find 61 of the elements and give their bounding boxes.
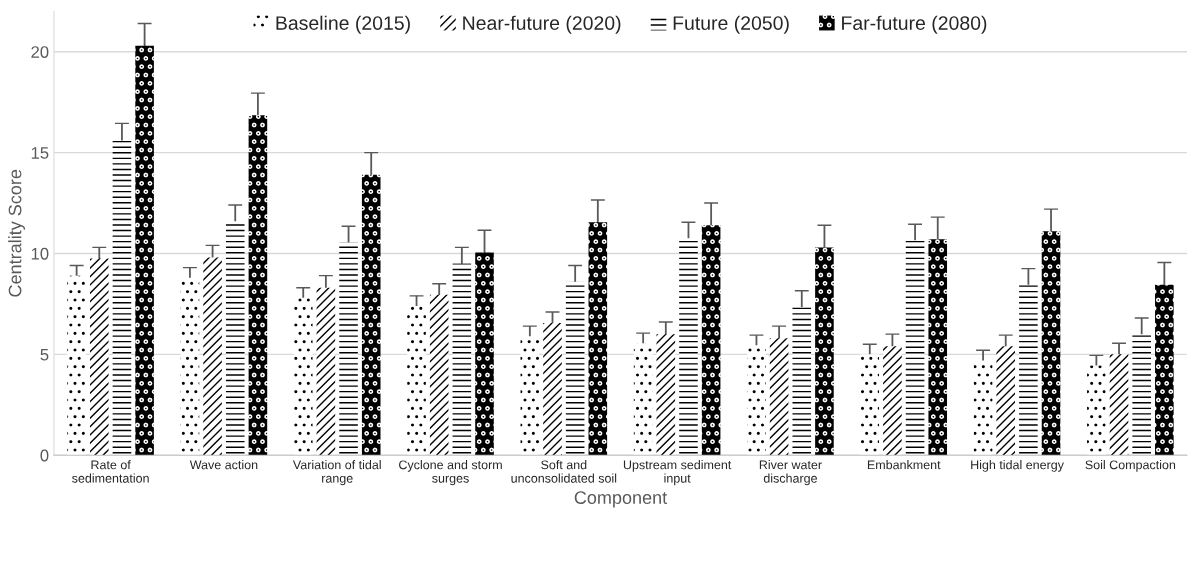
bar xyxy=(1109,354,1129,456)
x-tick-label: River water discharge xyxy=(759,460,822,486)
bar xyxy=(747,345,766,456)
bar xyxy=(769,338,789,456)
bar xyxy=(89,258,109,456)
x-axis-title: Component xyxy=(574,491,668,508)
bar xyxy=(520,336,540,456)
bar xyxy=(905,240,925,456)
x-tick-label: Embankment xyxy=(867,460,941,470)
legend-label: Future (2050) xyxy=(673,15,789,34)
bar xyxy=(67,275,86,456)
bar xyxy=(1132,334,1151,456)
bar xyxy=(225,221,245,456)
y-tick-label: 5 xyxy=(40,348,49,361)
x-tick-label: Soil Compaction xyxy=(1085,460,1176,472)
bar xyxy=(1155,284,1174,456)
x-tick-label: Wave action xyxy=(189,460,258,470)
bar xyxy=(996,346,1016,456)
bar xyxy=(339,242,358,456)
x-tick-label: Soft and unconsolidated soil xyxy=(511,460,617,483)
x-tick-label: Rate of sedimentation xyxy=(72,460,149,483)
x-tick-label: Variation of tidal range xyxy=(292,460,381,486)
bar xyxy=(135,45,154,456)
bar xyxy=(407,305,426,456)
y-tick-label: 15 xyxy=(31,147,49,159)
y-axis-title: Centrality Score xyxy=(8,169,25,297)
bar xyxy=(112,140,132,456)
x-tick-label: Upstream sediment input xyxy=(623,460,732,486)
bar xyxy=(588,222,608,456)
bar xyxy=(679,238,698,456)
legend-label: Far-future (2080) xyxy=(842,15,987,34)
legend-label: Near-future (2020) xyxy=(463,15,621,34)
y-tick-label: 20 xyxy=(31,46,49,58)
x-tick-label: High tidal energy xyxy=(971,460,1064,472)
bar xyxy=(475,252,494,456)
bar xyxy=(203,257,222,456)
bar xyxy=(361,174,381,456)
bar xyxy=(429,294,449,456)
bar xyxy=(701,225,721,456)
bar xyxy=(1041,231,1061,456)
bar xyxy=(860,354,880,456)
bar xyxy=(293,297,313,456)
y-tick-label: 10 xyxy=(31,247,49,260)
bar xyxy=(248,115,268,456)
bar xyxy=(543,323,562,456)
bar xyxy=(792,306,812,456)
bar xyxy=(815,247,834,456)
bar xyxy=(565,281,585,456)
bar xyxy=(633,343,653,456)
bar xyxy=(656,334,676,456)
bar xyxy=(316,287,336,456)
x-tick-label: Cyclone and storm surges xyxy=(399,460,502,486)
y-tick-label: 0 xyxy=(40,449,49,462)
legend-label: Baseline (2015) xyxy=(276,15,410,34)
bar xyxy=(928,239,948,456)
bar xyxy=(973,360,993,456)
bar xyxy=(1019,284,1038,456)
bar xyxy=(883,346,902,456)
bar xyxy=(1087,365,1106,456)
bar xyxy=(180,277,200,456)
bar xyxy=(452,263,472,456)
